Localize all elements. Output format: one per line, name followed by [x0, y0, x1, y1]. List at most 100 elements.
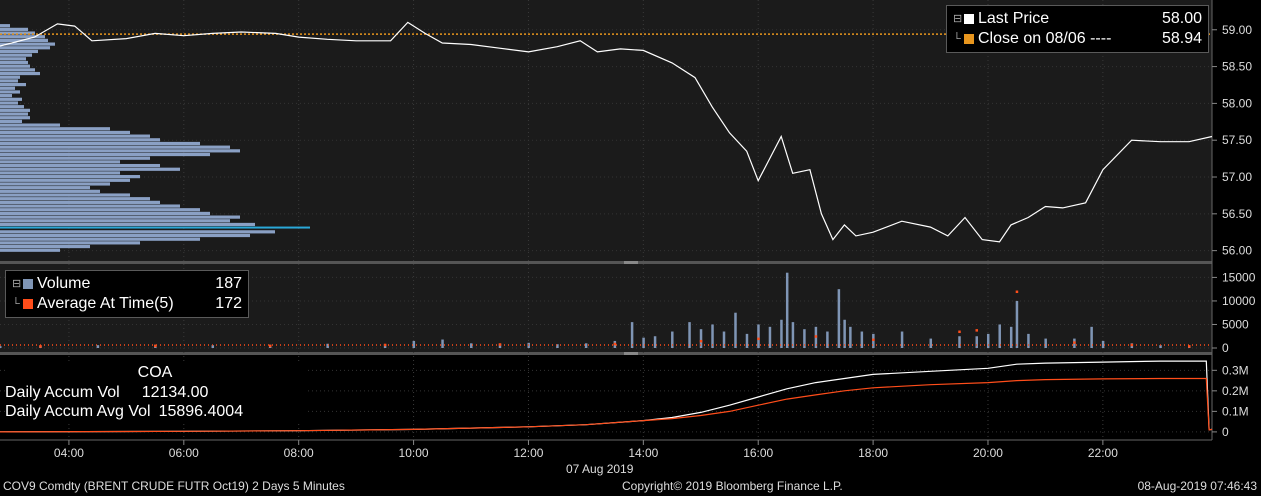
profile-bar [0, 42, 55, 46]
profile-bar [0, 60, 28, 65]
profile-bar [0, 105, 24, 109]
volume-legend[interactable]: ⊟ Volume 187 └ Average At Time(5) 172 [5, 270, 249, 318]
y-tick-label: 57.00 [1222, 170, 1252, 184]
volume-bar [803, 329, 806, 348]
profile-bar [0, 178, 130, 182]
volume-bar [900, 331, 904, 348]
volume-bar [556, 344, 559, 348]
x-tick-label: 16:00 [743, 446, 773, 460]
y-tick-label: 0 [1222, 425, 1229, 439]
profile-bar [0, 244, 90, 249]
y-tick-label: 58.00 [1222, 96, 1252, 110]
volume-bar [96, 345, 100, 348]
volume-bar [412, 340, 416, 348]
profile-bar [0, 182, 110, 186]
panel-divider[interactable] [0, 261, 1212, 264]
legend-value: 58.94 [1161, 30, 1202, 47]
swatch-last-price [964, 14, 974, 24]
average-marker [1015, 290, 1019, 294]
profile-bar [0, 116, 30, 120]
accum-legend[interactable]: COA Daily Accum Vol 12134.00 Daily Accum… [5, 363, 305, 421]
legend-accum-vol[interactable]: Daily Accum Vol 12134.00 [5, 383, 305, 402]
divider-handle[interactable] [624, 261, 638, 264]
legend-accum-avg[interactable]: Daily Accum Avg Vol 15896.4004 [5, 402, 305, 421]
profile-bar [0, 97, 22, 101]
legend-label: Last Price [978, 10, 1050, 27]
profile-bar [0, 138, 160, 142]
average-marker [958, 330, 961, 334]
profile-bar [0, 233, 250, 238]
profile-bar [0, 219, 230, 223]
profile-bar [0, 94, 12, 98]
y-tick-label: 15000 [1222, 270, 1256, 284]
profile-bar [0, 163, 160, 168]
profile-bar [0, 57, 26, 61]
profile-bar [0, 186, 90, 190]
volume-bar [722, 331, 726, 348]
y-tick-label: 0.2M [1222, 384, 1249, 398]
profile-bar [0, 237, 200, 241]
series-daily-accum-avg-vol [0, 377, 1213, 433]
legend-value: 187 [215, 275, 242, 292]
volume-bar [470, 343, 473, 348]
profile-bar [0, 123, 60, 127]
volume-bar [671, 331, 674, 348]
legend-average[interactable]: └ Average At Time(5) 172 [12, 294, 242, 314]
average-marker [872, 338, 875, 342]
price-legend[interactable]: ⊟ Last Price 58.00 └ Close on 08/06 ----… [946, 5, 1209, 53]
legend-label: Volume [37, 275, 91, 292]
divider-handle[interactable] [624, 352, 638, 355]
y-tick-label: 0.3M [1222, 363, 1249, 377]
panel-divider[interactable] [0, 352, 1212, 355]
volume-bar [699, 329, 703, 348]
profile-bar [0, 208, 200, 212]
profile-bar [0, 149, 240, 153]
footer-copyright: Copyright© 2019 Bloomberg Finance L.P. [622, 479, 843, 493]
profile-bar [0, 204, 180, 208]
profile-bar [0, 90, 20, 94]
profile-bar [0, 152, 210, 157]
volume-bar [0, 346, 2, 348]
profile-bar [0, 82, 26, 87]
volume-bar [860, 331, 864, 348]
profile-bar [0, 230, 275, 234]
profile-bar [0, 156, 150, 160]
legend-value: 172 [215, 295, 242, 312]
tree-branch-icon: └ [953, 33, 961, 45]
profile-bar [0, 215, 240, 219]
average-marker [39, 345, 42, 348]
profile-bar [0, 145, 230, 149]
average-marker [1188, 345, 1191, 348]
profile-bar [0, 35, 45, 39]
volume-bar [653, 336, 657, 348]
legend-value: 58.00 [1161, 10, 1202, 27]
profile-bar [0, 127, 110, 131]
profile-bar [0, 101, 18, 105]
y-tick-label: 56.50 [1222, 207, 1252, 221]
volume-bar [837, 289, 841, 348]
legend-label: Average At Time(5) [37, 295, 174, 312]
profile-bar [0, 222, 255, 227]
x-tick-label: 04:00 [54, 446, 84, 460]
profile-bar [0, 46, 50, 50]
profile-bar [0, 211, 210, 216]
swatch-volume [23, 279, 33, 289]
profile-bar [0, 241, 140, 245]
y-tick-label: 56.00 [1222, 244, 1252, 258]
legend-last-price[interactable]: ⊟ Last Price 58.00 [953, 9, 1202, 29]
swatch-close [964, 34, 974, 44]
average-marker [975, 329, 978, 332]
average-marker [154, 344, 157, 348]
profile-bar [0, 108, 30, 112]
volume-bar [734, 312, 737, 348]
legend-label: Daily Accum Avg Vol [5, 403, 151, 420]
legend-close[interactable]: └ Close on 08/06 ---- 58.94 [953, 29, 1202, 49]
profile-bar [0, 53, 32, 57]
average-marker [757, 337, 760, 341]
profile-bar [0, 27, 28, 31]
x-tick-label: 08:00 [284, 446, 314, 460]
profile-bar [0, 86, 15, 90]
profile-bar [0, 119, 22, 123]
accum-legend-title: COA [137, 364, 173, 381]
legend-volume[interactable]: ⊟ Volume 187 [12, 274, 242, 294]
